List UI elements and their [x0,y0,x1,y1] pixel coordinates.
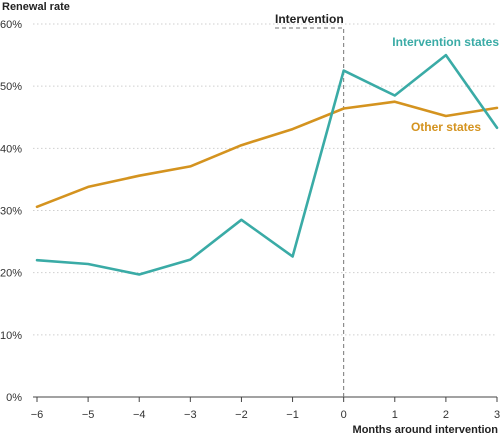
y-tick-label: 40% [0,143,22,155]
x-tick-label: −5 [82,409,95,421]
y-tick-label: 0% [6,392,22,404]
x-axis-title: Months around intervention [353,424,499,436]
y-tick-label: 20% [0,268,22,280]
series-label-intervention-states: Intervention states [392,35,499,49]
x-tick-label: 0 [341,409,347,421]
x-tick-label: −2 [235,409,248,421]
x-tick-label: 2 [443,409,449,421]
y-tick-label: 30% [0,206,22,218]
x-tick-label: −4 [133,409,146,421]
x-axis: −6 −5 −4 −3 −2 −1 0 1 2 3 [31,396,500,421]
y-tick-label: 50% [0,81,22,93]
series-line-intervention-states [35,53,499,276]
grid-lines [33,23,497,336]
series-label-other-states: Other states [411,120,481,134]
y-axis-title: Renewal rate [2,1,70,13]
x-tick-label: −1 [286,409,299,421]
x-tick-label: 1 [392,409,398,421]
series-line-other-states [35,100,499,209]
y-tick-label: 10% [0,330,22,342]
x-tick-label: −6 [31,409,44,421]
series-lines [35,53,499,276]
x-tick-label: 3 [494,409,500,421]
y-axis-ticks: 0% 10% 20% 30% 40% 50% 60% [0,19,22,404]
x-tick-label: −3 [184,409,197,421]
annotations: Intervention [275,12,345,397]
y-tick-label: 60% [0,19,22,31]
intervention-label: Intervention [275,12,344,26]
